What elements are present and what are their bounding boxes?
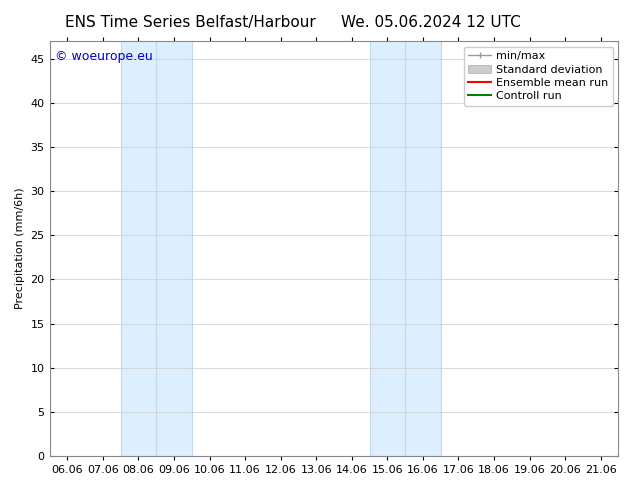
Text: We. 05.06.2024 12 UTC: We. 05.06.2024 12 UTC: [341, 15, 521, 30]
Legend: min/max, Standard deviation, Ensemble mean run, Controll run: min/max, Standard deviation, Ensemble me…: [464, 47, 613, 106]
Bar: [370, 41, 441, 456]
Text: © woeurope.eu: © woeurope.eu: [55, 49, 153, 63]
Bar: [120, 41, 191, 456]
Y-axis label: Precipitation (mm/6h): Precipitation (mm/6h): [15, 188, 25, 309]
Text: ENS Time Series Belfast/Harbour: ENS Time Series Belfast/Harbour: [65, 15, 316, 30]
